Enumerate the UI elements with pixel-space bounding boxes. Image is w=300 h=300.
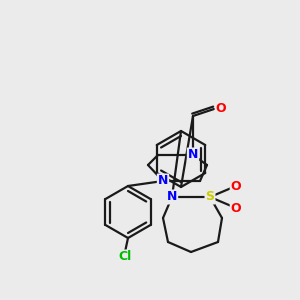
- Text: N: N: [167, 190, 177, 203]
- Text: S: S: [206, 190, 214, 203]
- Text: Cl: Cl: [118, 250, 132, 263]
- Text: O: O: [231, 202, 241, 214]
- Text: N: N: [188, 148, 198, 161]
- Text: N: N: [158, 175, 168, 188]
- Text: O: O: [216, 103, 226, 116]
- Text: O: O: [231, 179, 241, 193]
